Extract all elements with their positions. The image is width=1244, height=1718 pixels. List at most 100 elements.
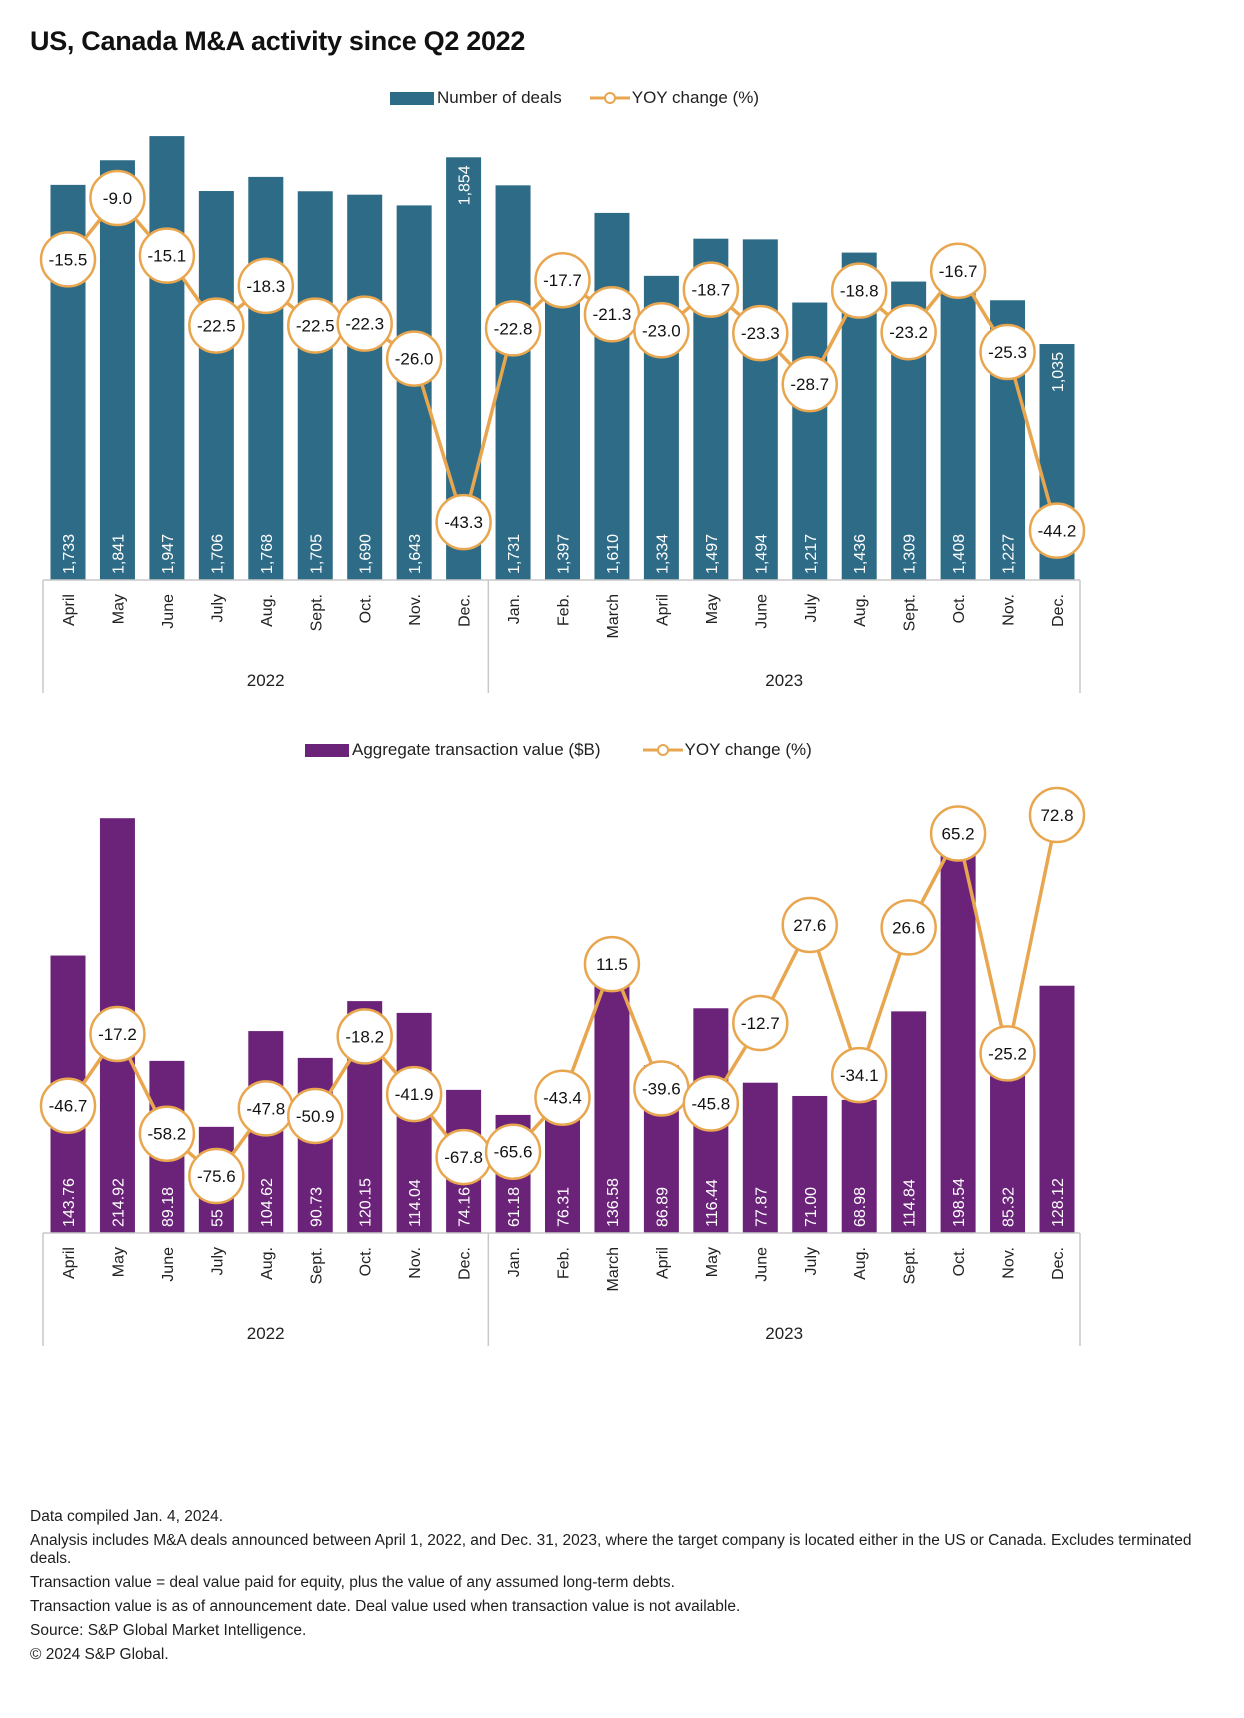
bar-value-label: 1,497 [704, 534, 721, 574]
yoy-marker [39, 231, 97, 288]
legend-swatch-bar [305, 743, 349, 757]
footnotes: Data compiled Jan. 4, 2024. Analysis inc… [30, 1508, 1210, 1670]
yoy-marker [830, 262, 888, 319]
x-tick-label: Feb. [556, 594, 573, 626]
bar-value-label: 85.32 [1001, 1187, 1018, 1227]
x-group-label: 2022 [247, 671, 285, 690]
x-tick-label: June [160, 1247, 177, 1282]
yoy-value-label: -21.3 [593, 305, 632, 324]
yoy-marker [1028, 502, 1086, 559]
legend-line-marker-icon [589, 92, 630, 104]
yoy-value-label: -34.1 [840, 1066, 879, 1085]
x-tick-label: April [654, 1247, 671, 1279]
yoy-value-label: -22.8 [494, 319, 533, 338]
yoy-value-label: -25.3 [988, 343, 1027, 362]
yoy-marker [1028, 786, 1086, 844]
footnote-transaction-value: Transaction value = deal value paid for … [30, 1574, 675, 1591]
yoy-value-label: -23.3 [741, 324, 780, 343]
yoy-marker [583, 935, 641, 993]
x-tick-label: April [61, 1247, 78, 1279]
yoy-marker [138, 227, 196, 284]
bar-value-label: 90.73 [308, 1187, 325, 1227]
yoy-marker [484, 1123, 542, 1180]
yoy-marker [385, 1065, 443, 1123]
x-tick-label: Oct. [358, 1247, 375, 1276]
yoy-marker [929, 805, 987, 862]
x-tick-label: May [110, 1247, 127, 1277]
yoy-value-label: -45.8 [691, 1095, 730, 1114]
bar-value-label: 1,035 [1050, 352, 1067, 392]
yoy-value-label: 27.6 [793, 916, 826, 935]
bar-value-label: 116.44 [704, 1179, 721, 1227]
bar [594, 212, 630, 581]
bar-value-label: 74.16 [457, 1187, 474, 1227]
bar [297, 1057, 333, 1233]
bar [1039, 985, 1075, 1233]
yoy-value-label: -43.3 [444, 513, 483, 532]
bar-value-label: 71.00 [803, 1187, 820, 1227]
bar-value-label: 76.31 [556, 1187, 573, 1227]
x-tick-label: Sept. [308, 1247, 325, 1284]
deals-chart: 1,733 1,841 1,947 1,706 1,768 1,705 1,690 1,643… [39, 136, 1086, 693]
yoy-marker [237, 257, 295, 315]
x-tick-label: July [803, 594, 820, 622]
bar [99, 160, 135, 580]
x-tick-label: April [61, 594, 78, 626]
bar-value-label: 120.15 [358, 1178, 375, 1227]
bar [198, 191, 234, 581]
yoy-marker [89, 169, 146, 227]
bar-value-label: 1,768 [259, 534, 276, 574]
x-tick-label: Aug. [259, 1247, 276, 1280]
yoy-marker [732, 304, 789, 362]
yoy-value-label: -28.7 [790, 375, 829, 394]
yoy-value-label: -18.3 [246, 277, 285, 296]
yoy-marker [435, 493, 492, 551]
legend-item-value: Aggregate transaction value ($B) [305, 740, 601, 760]
x-tick-label: March [605, 594, 622, 638]
yoy-value-label: -9.0 [103, 189, 132, 208]
yoy-value-label: -22.5 [296, 317, 335, 336]
bar-value-label: 1,731 [506, 534, 523, 574]
x-tick-label: Sept. [308, 594, 325, 631]
yoy-value-label: -22.5 [197, 317, 236, 336]
yoy-value-label: -18.8 [840, 282, 879, 301]
bar [347, 194, 383, 580]
bar-value-label: 104.62 [259, 1178, 276, 1227]
bar-value-label: 1,436 [852, 534, 869, 574]
yoy-value-label: -15.5 [49, 250, 88, 269]
yoy-value-label: -67.8 [444, 1148, 483, 1167]
footnote-compiled: Data compiled Jan. 4, 2024. [30, 1508, 224, 1525]
x-tick-label: May [704, 594, 721, 624]
x-tick-label: May [704, 1247, 721, 1277]
yoy-marker [287, 1087, 344, 1145]
bar [149, 136, 185, 581]
bar-value-label: 89.18 [160, 1187, 177, 1227]
bar-value-label: 1,947 [160, 534, 177, 574]
x-tick-label: June [160, 594, 177, 629]
yoy-marker [929, 242, 987, 300]
yoy-value-label: 72.8 [1040, 806, 1073, 825]
bar-value-label: 1,334 [654, 534, 671, 574]
yoy-marker [732, 994, 789, 1052]
x-tick-label: April [654, 594, 671, 626]
x-tick-label: May [110, 594, 127, 624]
legend-item-deals: Number of deals [390, 88, 562, 108]
yoy-marker [336, 295, 393, 352]
yoy-marker [385, 330, 443, 387]
yoy-value-label: -39.6 [642, 1079, 681, 1098]
bar-value-label: 1,690 [358, 534, 375, 574]
chart-title: US, Canada M&A activity since Q2 2022 [30, 26, 526, 56]
bar-value-label: 114.84 [902, 1179, 919, 1227]
x-tick-label: Dec. [1050, 594, 1067, 627]
x-tick-label: Feb. [556, 1247, 573, 1279]
bar-value-label: 55 [209, 1209, 226, 1227]
x-tick-label: Oct. [951, 1247, 968, 1276]
bar [891, 1011, 927, 1233]
legend-item-yoy: YOY change (%) [642, 740, 812, 760]
bar-value-label: 1,397 [556, 534, 573, 574]
yoy-value-label: -18.7 [691, 281, 730, 300]
yoy-value-label: -22.3 [345, 315, 384, 334]
yoy-value-label: 65.2 [942, 824, 975, 843]
bar-value-label: 214.92 [110, 1178, 127, 1227]
bar [742, 239, 778, 581]
